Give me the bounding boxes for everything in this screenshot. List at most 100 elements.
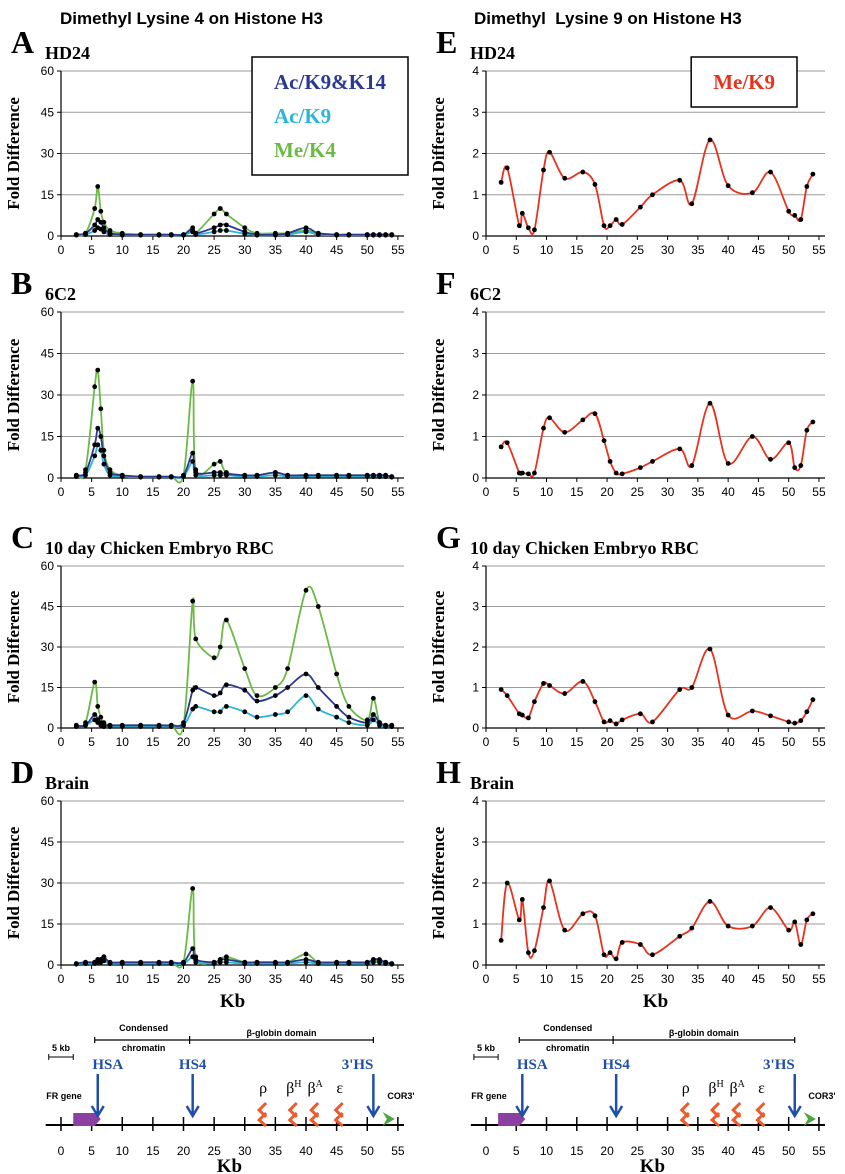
series-line <box>500 138 814 236</box>
x-tick-label: 15 <box>146 485 160 499</box>
y-tick-label: 0 <box>472 471 479 485</box>
data-point <box>370 472 376 478</box>
data-point <box>242 225 248 231</box>
gene-name: β <box>730 1080 738 1097</box>
data-point <box>101 724 107 730</box>
data-point <box>525 715 531 721</box>
x-axis-label: Kb <box>220 991 245 1012</box>
data-point <box>92 453 98 459</box>
map-tick-label: 35 <box>691 1144 705 1158</box>
data-point <box>607 459 613 464</box>
map-tick-label: 50 <box>782 1144 796 1158</box>
scale-bar-label: 5 kb <box>52 1043 71 1053</box>
x-tick-label: 35 <box>691 735 705 749</box>
data-point <box>223 211 229 217</box>
data-point <box>254 959 260 965</box>
data-point <box>364 722 370 728</box>
y-tick-label: 3 <box>472 835 479 849</box>
data-point <box>138 474 144 480</box>
data-point <box>525 471 531 477</box>
panel-letter: A <box>11 24 34 60</box>
data-point <box>285 472 291 478</box>
data-point <box>211 229 217 235</box>
gene-arrow <box>731 1101 742 1128</box>
series-line <box>500 648 814 725</box>
data-point <box>92 384 98 390</box>
data-point <box>607 718 613 724</box>
data-point <box>498 687 504 692</box>
x-tick-label: 25 <box>207 735 221 749</box>
data-point <box>315 706 321 712</box>
data-point <box>532 227 537 233</box>
x-tick-label: 20 <box>600 485 614 499</box>
gene-label: βH <box>286 1079 301 1097</box>
x-tick-label: 50 <box>782 972 796 986</box>
data-point <box>254 698 260 704</box>
site-label: HSA <box>92 1057 123 1073</box>
y-tick-label: 3 <box>472 347 479 361</box>
data-point <box>334 704 340 709</box>
x-tick-label: 10 <box>540 735 554 749</box>
panel-title: HD24 <box>470 43 515 63</box>
x-tick-label: 5 <box>513 735 520 749</box>
y-tick-label: 1 <box>472 430 479 444</box>
y-axis-label: Fold Difference <box>429 590 448 703</box>
data-point <box>156 959 162 965</box>
y-tick-label: 15 <box>41 188 55 202</box>
x-tick-label: 40 <box>299 735 313 749</box>
x-tick-label: 45 <box>330 735 344 749</box>
gene-label: βH <box>708 1079 723 1097</box>
map-tick-label: 55 <box>812 1144 826 1158</box>
data-point <box>370 712 376 717</box>
data-point <box>107 722 113 728</box>
data-point <box>519 712 525 718</box>
legend: Me/K9 <box>690 56 798 108</box>
scale-bar-label: 5 kb <box>477 1043 496 1053</box>
x-tick-label: 15 <box>570 972 584 986</box>
series-line <box>500 402 814 478</box>
data-point <box>532 470 537 476</box>
data-point <box>223 222 229 228</box>
data-point <box>541 425 546 431</box>
data-point <box>532 699 537 705</box>
data-point <box>707 899 713 904</box>
data-point <box>725 923 731 929</box>
data-point <box>383 722 389 728</box>
x-tick-label: 10 <box>116 485 130 499</box>
data-point <box>562 691 568 696</box>
data-point <box>83 467 88 473</box>
data-point <box>334 472 340 478</box>
y-tick-label: 15 <box>41 681 55 695</box>
data-point <box>303 671 309 677</box>
y-tick-label: 0 <box>47 471 54 485</box>
data-point <box>592 411 598 417</box>
data-point <box>107 467 113 473</box>
data-point <box>98 406 104 412</box>
panel-letter: B <box>11 265 32 301</box>
panel-title: 10 day Chicken Embryo RBC <box>470 538 699 558</box>
data-point <box>193 704 199 709</box>
data-point <box>190 450 196 456</box>
data-point <box>792 465 798 471</box>
y-tick-label: 30 <box>41 876 55 890</box>
y-tick-label: 15 <box>41 917 55 931</box>
x-tick-label: 0 <box>58 735 65 749</box>
cor-label: COR3' <box>808 1091 835 1101</box>
data-point <box>211 461 217 467</box>
gene-label: ρ <box>682 1080 690 1097</box>
data-point <box>193 685 199 690</box>
y-tick-label: 4 <box>472 794 479 808</box>
data-point <box>607 950 613 956</box>
data-point <box>677 177 683 183</box>
y-tick-label: 0 <box>47 958 54 972</box>
y-axis-label: Fold Difference <box>4 97 23 210</box>
data-point <box>707 646 713 652</box>
data-point <box>707 400 713 406</box>
data-point <box>541 681 546 686</box>
data-point <box>364 717 370 723</box>
x-tick-label: 45 <box>330 485 344 499</box>
x-tick-label: 35 <box>691 243 705 257</box>
data-point <box>810 419 816 425</box>
data-point <box>168 722 174 728</box>
